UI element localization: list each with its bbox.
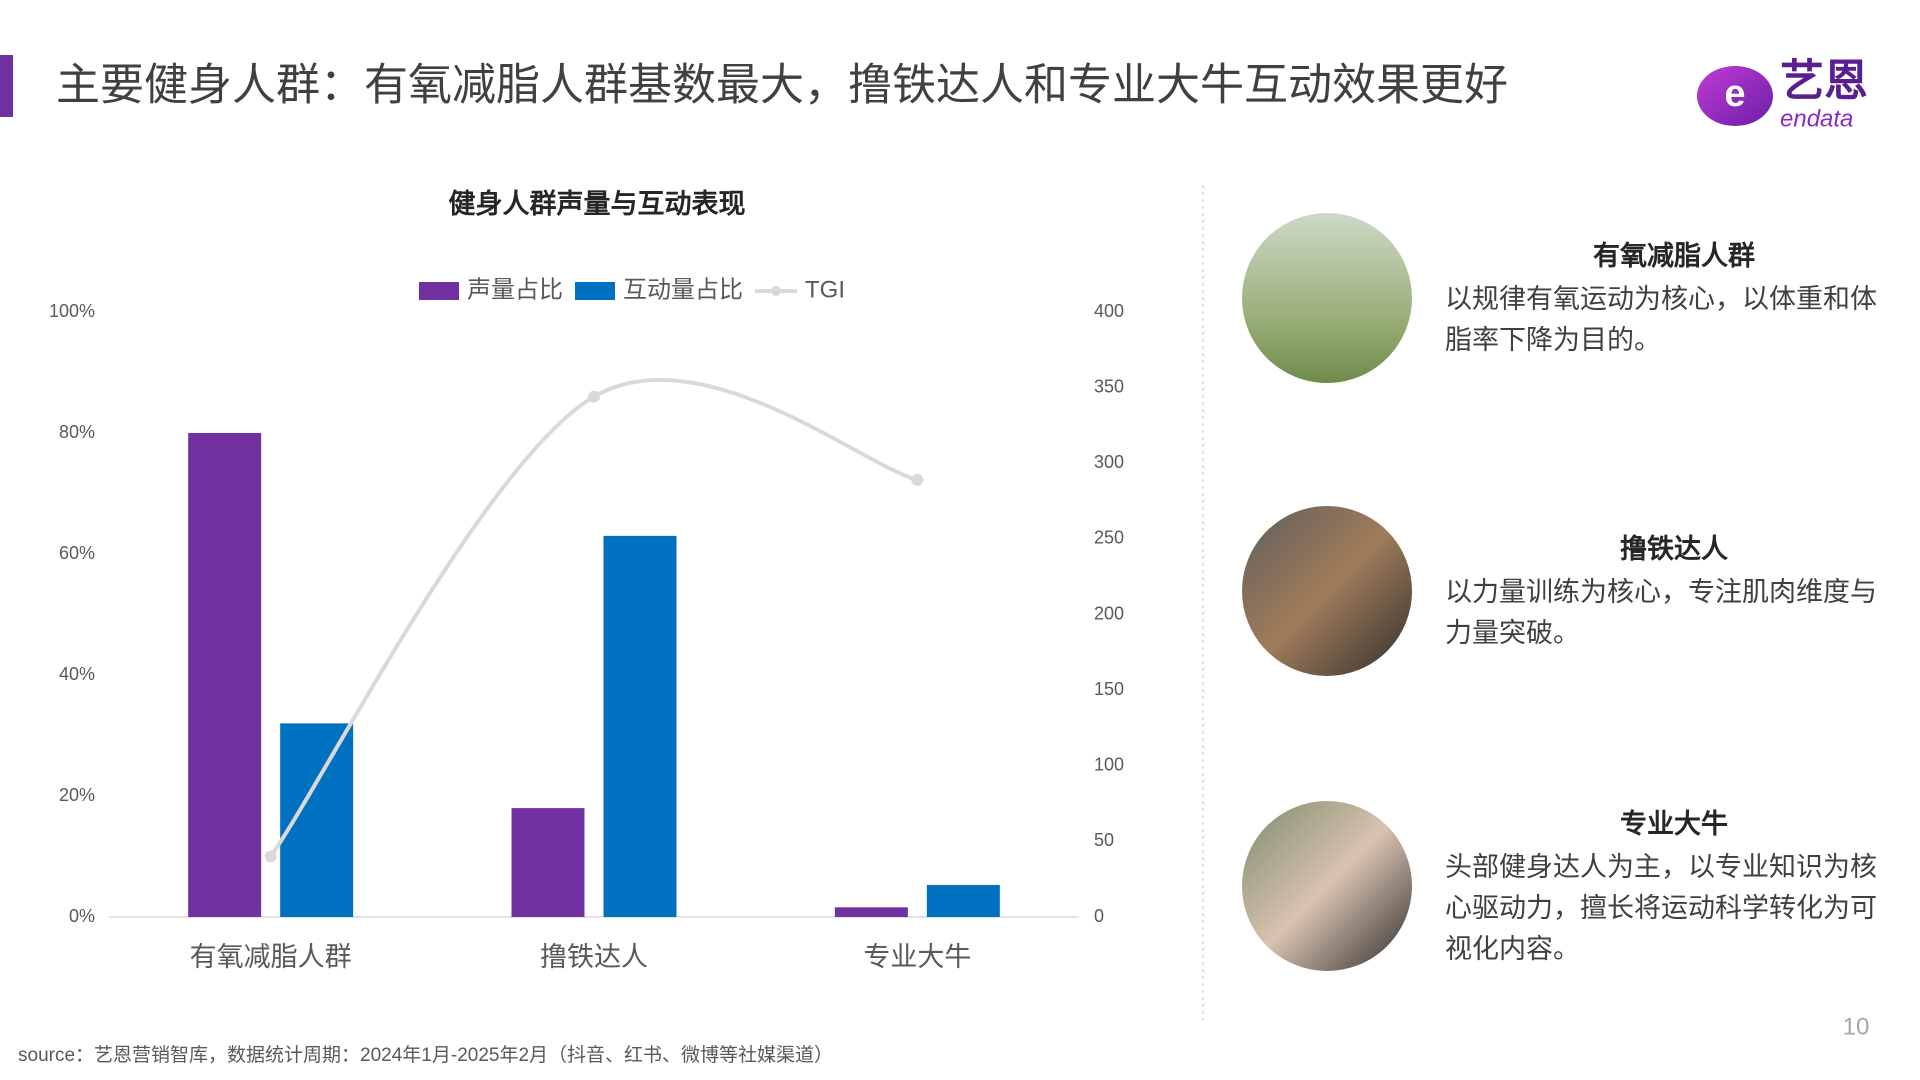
bar [280, 723, 354, 917]
logo-name: 艺恩 [1780, 57, 1868, 106]
panel-title: 有氧减脂人群 [1593, 241, 1755, 271]
panel-text: 以规律有氧运动为核心，以体重和体 [1445, 284, 1877, 314]
logo: e 艺恩 endata [1697, 57, 1868, 132]
y2-tick-label: 250 [1094, 528, 1124, 548]
panel-text: 以力量训练为核心，专注肌肉维度与 [1445, 577, 1877, 607]
legend-label: TGI [805, 276, 845, 303]
y2-tick-label: 400 [1094, 301, 1124, 321]
panel-title: 专业大牛 [1620, 809, 1728, 839]
tgi-line [269, 377, 918, 858]
avatar [1238, 209, 1416, 387]
panel-text: 脂率下降为目的。 [1445, 325, 1661, 355]
legend-label: 互动量占比 [623, 276, 743, 303]
bar [188, 433, 262, 917]
panel-text: 视化内容。 [1445, 934, 1580, 964]
tgi-point [911, 473, 924, 486]
x-tick-label: 撸铁达人 [540, 942, 648, 972]
panel-title: 撸铁达人 [1620, 534, 1728, 564]
bar [926, 884, 1000, 917]
y2-tick-label: 300 [1094, 452, 1124, 472]
chart-title: 健身人群声量与互动表现 [449, 188, 746, 219]
bar [511, 808, 585, 917]
page-number: 10 [1843, 1013, 1870, 1040]
y-tick-label: 40% [59, 664, 95, 684]
page-title: 主要健身人群：有氧减脂人群基数最大，撸铁达人和专业大牛互动效果更好 [56, 61, 1508, 110]
y2-tick-label: 100 [1094, 755, 1124, 775]
tgi-point [588, 390, 600, 403]
title-accent [0, 55, 13, 117]
source: source：艺恩营销智库，数据统计周期：2024年1月-2025年2月（抖音、… [18, 1044, 833, 1066]
tgi-point [264, 850, 277, 863]
legend-swatch [771, 286, 781, 296]
logo-letter: e [1724, 73, 1745, 115]
y-tick-label: 20% [59, 785, 95, 805]
logo-sub: endata [1780, 105, 1853, 132]
panel-text: 力量突破。 [1445, 618, 1580, 648]
panel-text: 心驱动力，擅长将运动科学转化为可 [1445, 893, 1877, 923]
x-tick-label: 专业大牛 [863, 942, 971, 972]
logo-mark [1697, 66, 1773, 126]
y2-tick-label: 350 [1094, 376, 1124, 396]
y-tick-label: 60% [59, 543, 95, 563]
y-tick-label: 80% [59, 422, 95, 442]
panel-text: 头部健身达人为主，以专业知识为核 [1445, 852, 1877, 882]
y2-tick-label: 0 [1094, 906, 1104, 926]
y2-tick-label: 150 [1094, 679, 1124, 699]
legend-swatch [419, 282, 459, 300]
bar [603, 535, 677, 917]
y2-tick-label: 200 [1094, 603, 1124, 623]
bar [834, 907, 908, 917]
y-tick-label: 0% [69, 906, 95, 926]
y-tick-label: 100% [49, 301, 95, 321]
y2-tick-label: 50 [1094, 830, 1114, 850]
legend-swatch [575, 282, 615, 300]
avatar [1238, 502, 1416, 680]
legend-label: 声量占比 [467, 276, 563, 303]
x-tick-label: 有氧减脂人群 [190, 942, 352, 972]
avatar [1238, 797, 1416, 975]
